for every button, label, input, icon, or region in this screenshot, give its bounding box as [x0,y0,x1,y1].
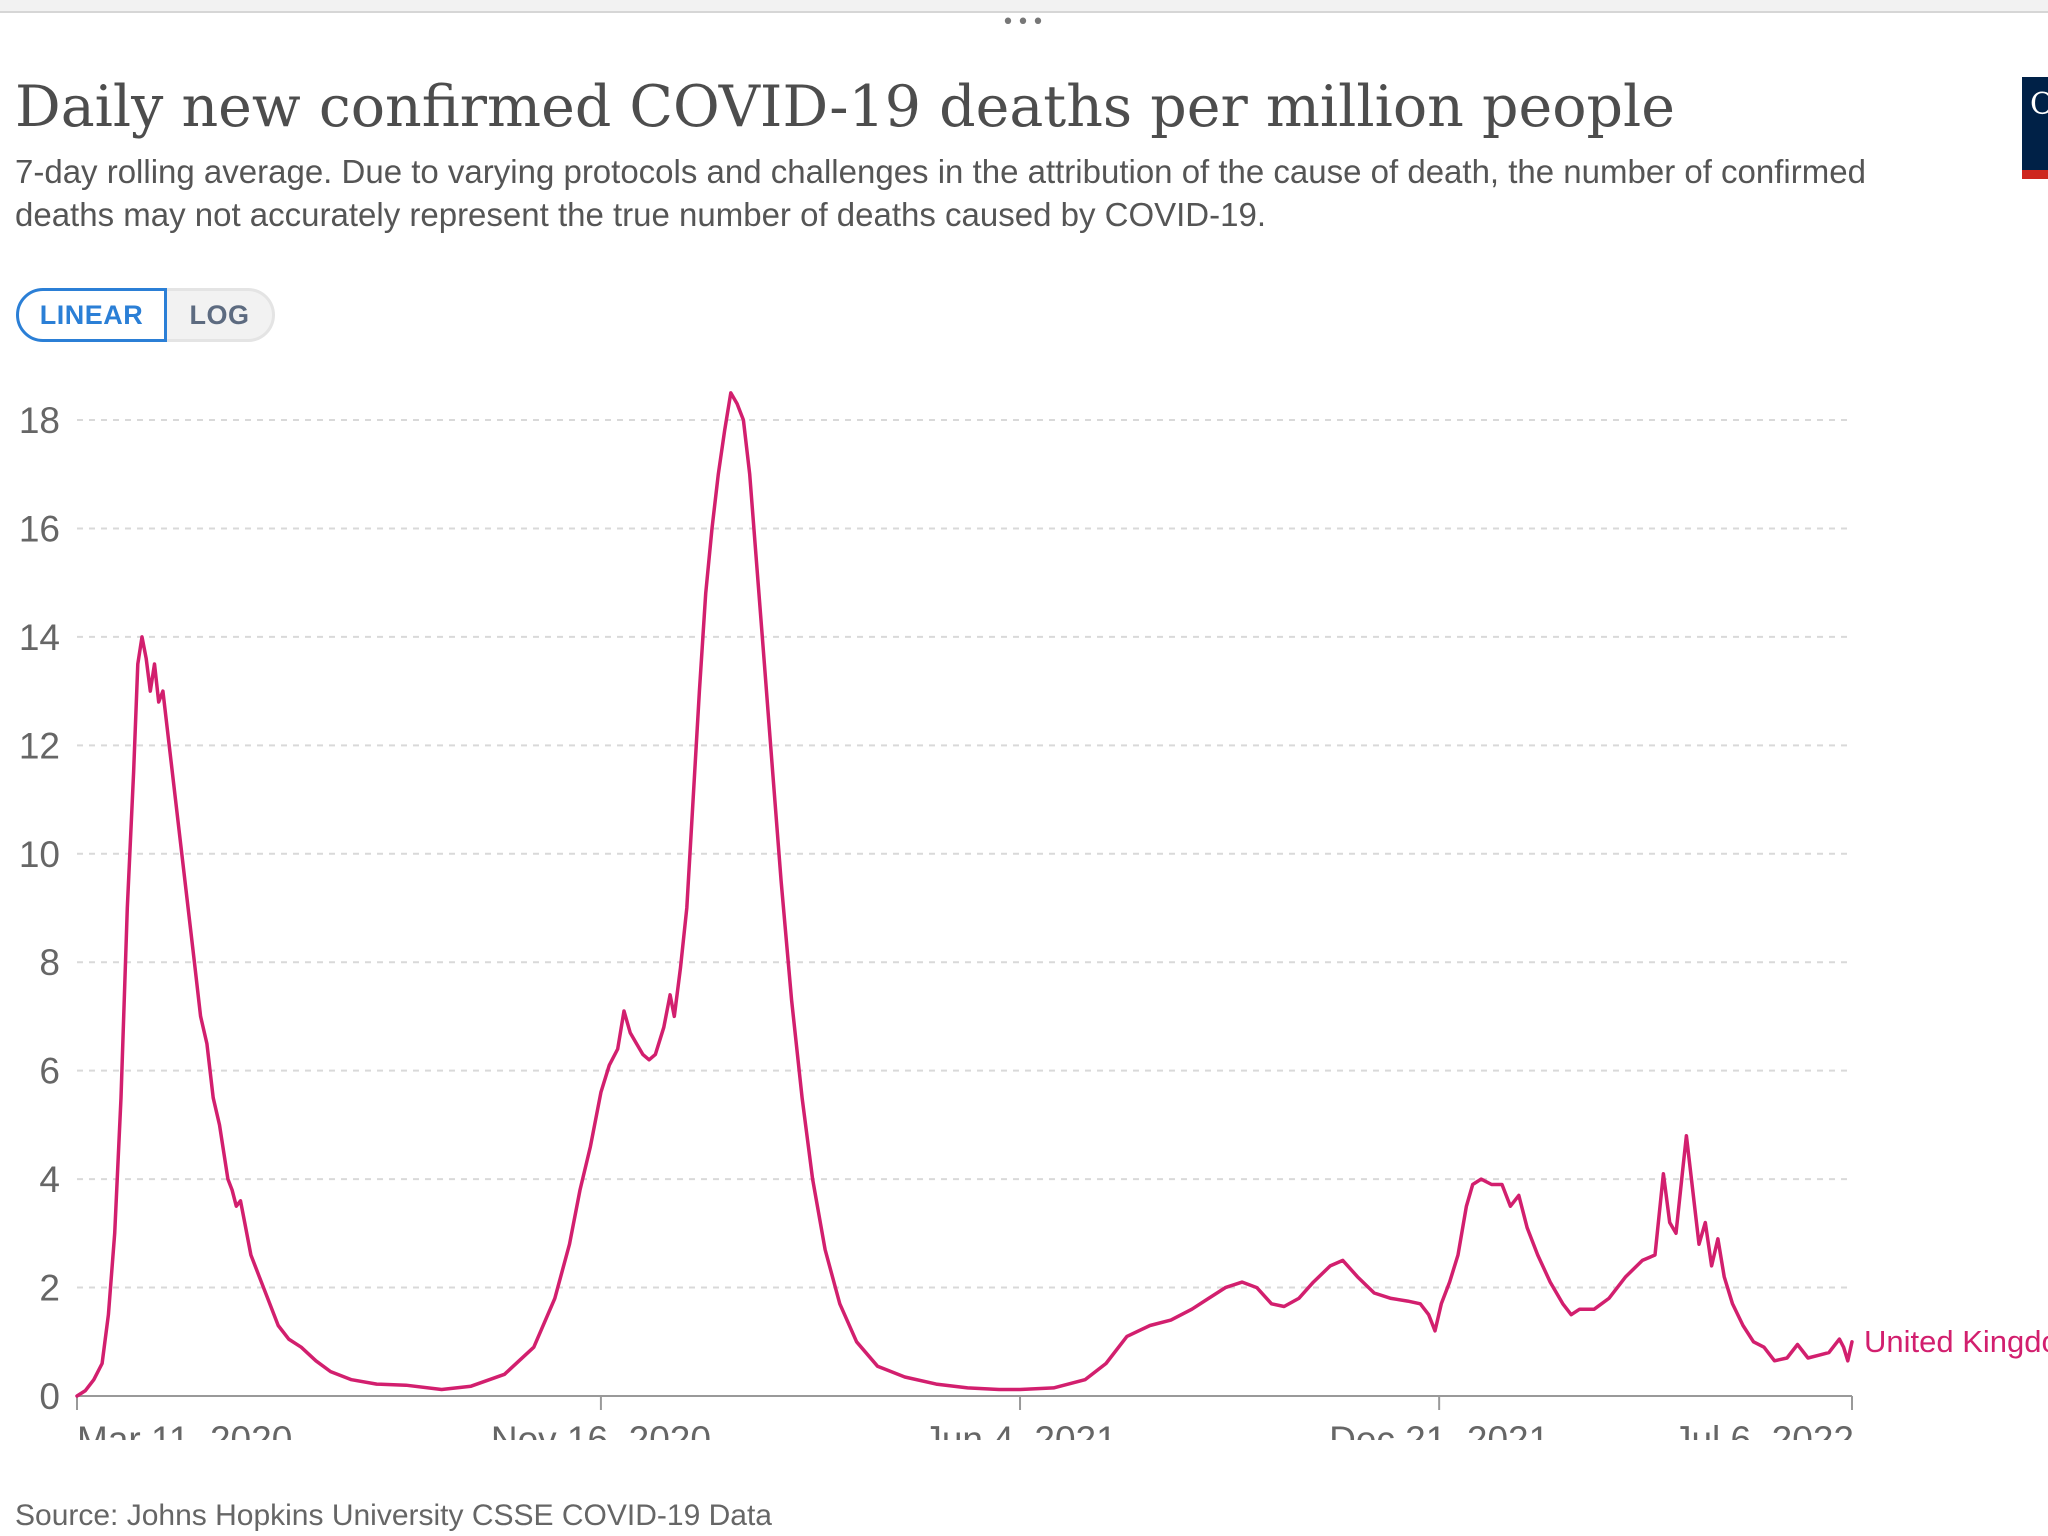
series-label[interactable]: United Kingdom [1864,1324,2048,1359]
scale-toggle: LINEAR LOG [16,288,275,342]
y-axis: 0 2 4 6 8 10 12 14 16 18 [19,400,60,1417]
series-line-united-kingdom[interactable] [75,391,1854,1398]
y-tick-label: 16 [19,508,60,549]
x-tick-label: Mar 11, 2020 [77,1419,292,1440]
linear-scale-button[interactable]: LINEAR [16,288,167,342]
y-tick-label: 14 [19,617,60,658]
window-top-bar [0,0,2048,13]
y-tick-label: 6 [39,1051,60,1092]
drag-handle-icon[interactable]: ••• [1001,10,1047,35]
y-tick-label: 12 [19,725,60,766]
x-tick-label: Dec 21, 2021 [1329,1419,1549,1440]
chart-subtitle: 7-day rolling average. Due to varying pr… [15,153,1866,233]
series-layer: United Kingdom [75,391,2048,1398]
y-tick-label: 18 [19,400,60,441]
y-tick-label: 10 [19,834,60,875]
source-note[interactable]: Source: Johns Hopkins University CSSE CO… [15,1499,772,1532]
x-tick-label: Jun 4, 2021 [923,1419,1116,1440]
y-tick-label: 4 [39,1159,60,1200]
y-tick-label: 8 [39,942,60,983]
y-tick-label: 2 [39,1268,60,1309]
grid [77,419,1852,1289]
x-axis: Mar 11, 2020 Nov 16, 2020 Jun 4, 2021 Dec 2… [76,1395,1854,1440]
log-scale-button[interactable]: LOG [167,288,275,342]
line-chart: 0 2 4 6 8 10 12 14 16 18 Mar 11, 2020 Nov 16, 2020… [19,391,2048,1440]
x-tick-label: Nov 16, 2020 [491,1419,711,1440]
chart-title: Daily new confirmed COVID-19 deaths per … [15,74,1675,140]
logo-text: O [2030,87,2048,122]
x-tick-label: Jul 6, 2022 [1673,1419,1854,1440]
logo[interactable]: O [2022,77,2048,179]
y-tick-label: 0 [39,1376,60,1417]
